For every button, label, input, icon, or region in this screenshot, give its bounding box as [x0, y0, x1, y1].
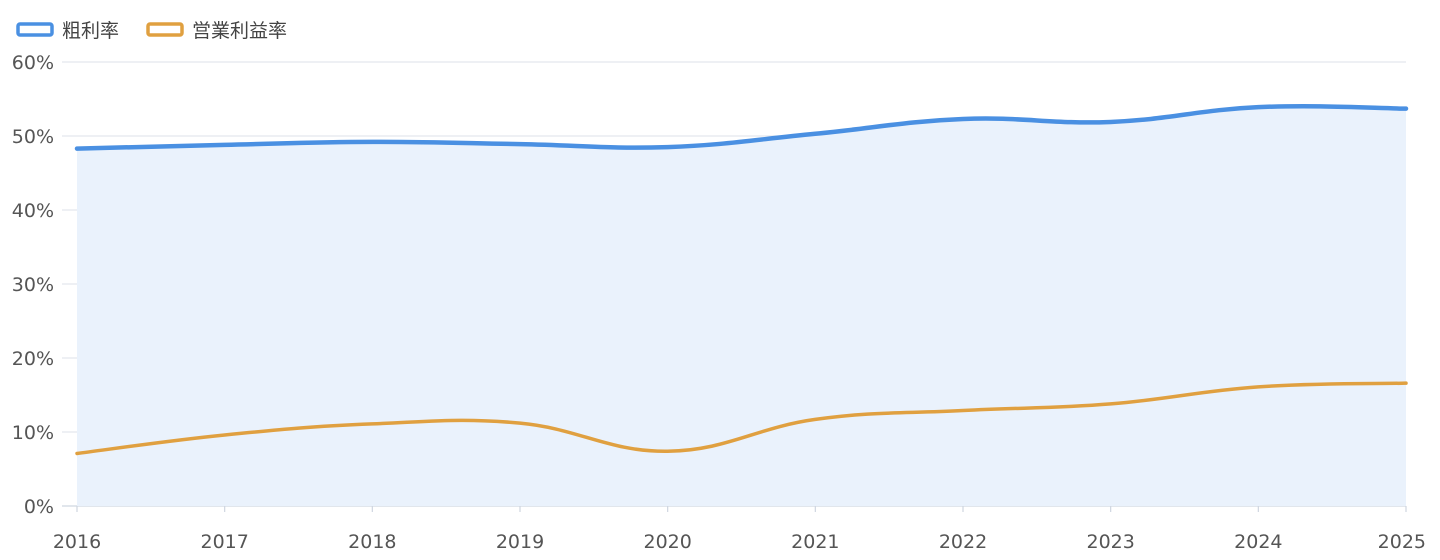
x-tick-label: 2019 — [496, 531, 544, 553]
y-tick-label: 50% — [12, 126, 54, 148]
series-line-2 — [75, 381, 1408, 456]
series-lines — [74, 103, 1409, 456]
legend-label: 営業利益率 — [192, 20, 287, 42]
x-tick-label: 2024 — [1234, 531, 1282, 553]
y-tick-label: 0% — [24, 496, 54, 518]
series-line-1 — [74, 103, 1409, 151]
x-tick-label: 2021 — [791, 531, 839, 553]
legend-swatch — [16, 22, 54, 37]
series-area-1 — [77, 106, 1406, 506]
legend: 粗利率 営業利益率 — [16, 20, 287, 42]
series-fills — [77, 106, 1406, 506]
x-tick-label: 2017 — [200, 531, 248, 553]
legend-swatch — [146, 22, 184, 37]
x-tick-label: 2016 — [53, 531, 101, 553]
legend-label: 粗利率 — [62, 20, 119, 42]
x-tick-label: 2018 — [348, 531, 396, 553]
x-tick-label: 2020 — [643, 531, 691, 553]
legend-item-2[interactable]: 営業利益率 — [146, 20, 287, 42]
y-tick-label: 30% — [12, 274, 54, 296]
x-tick-label: 2025 — [1378, 531, 1426, 553]
y-tick-label: 10% — [12, 422, 54, 444]
x-axis: 2016 2017 2018 2019 2020 2021 2022 2023 2024 2025 — [53, 506, 1426, 553]
y-axis: 0% 10% 20% 30% 40% 50% 60% — [12, 52, 54, 518]
y-tick-label: 20% — [12, 348, 54, 370]
x-tick-label: 2022 — [939, 531, 987, 553]
y-tick-label: 60% — [12, 52, 54, 74]
x-tick-label: 2023 — [1086, 531, 1134, 553]
legend-item-1[interactable]: 粗利率 — [16, 20, 119, 42]
y-tick-label: 40% — [12, 200, 54, 222]
